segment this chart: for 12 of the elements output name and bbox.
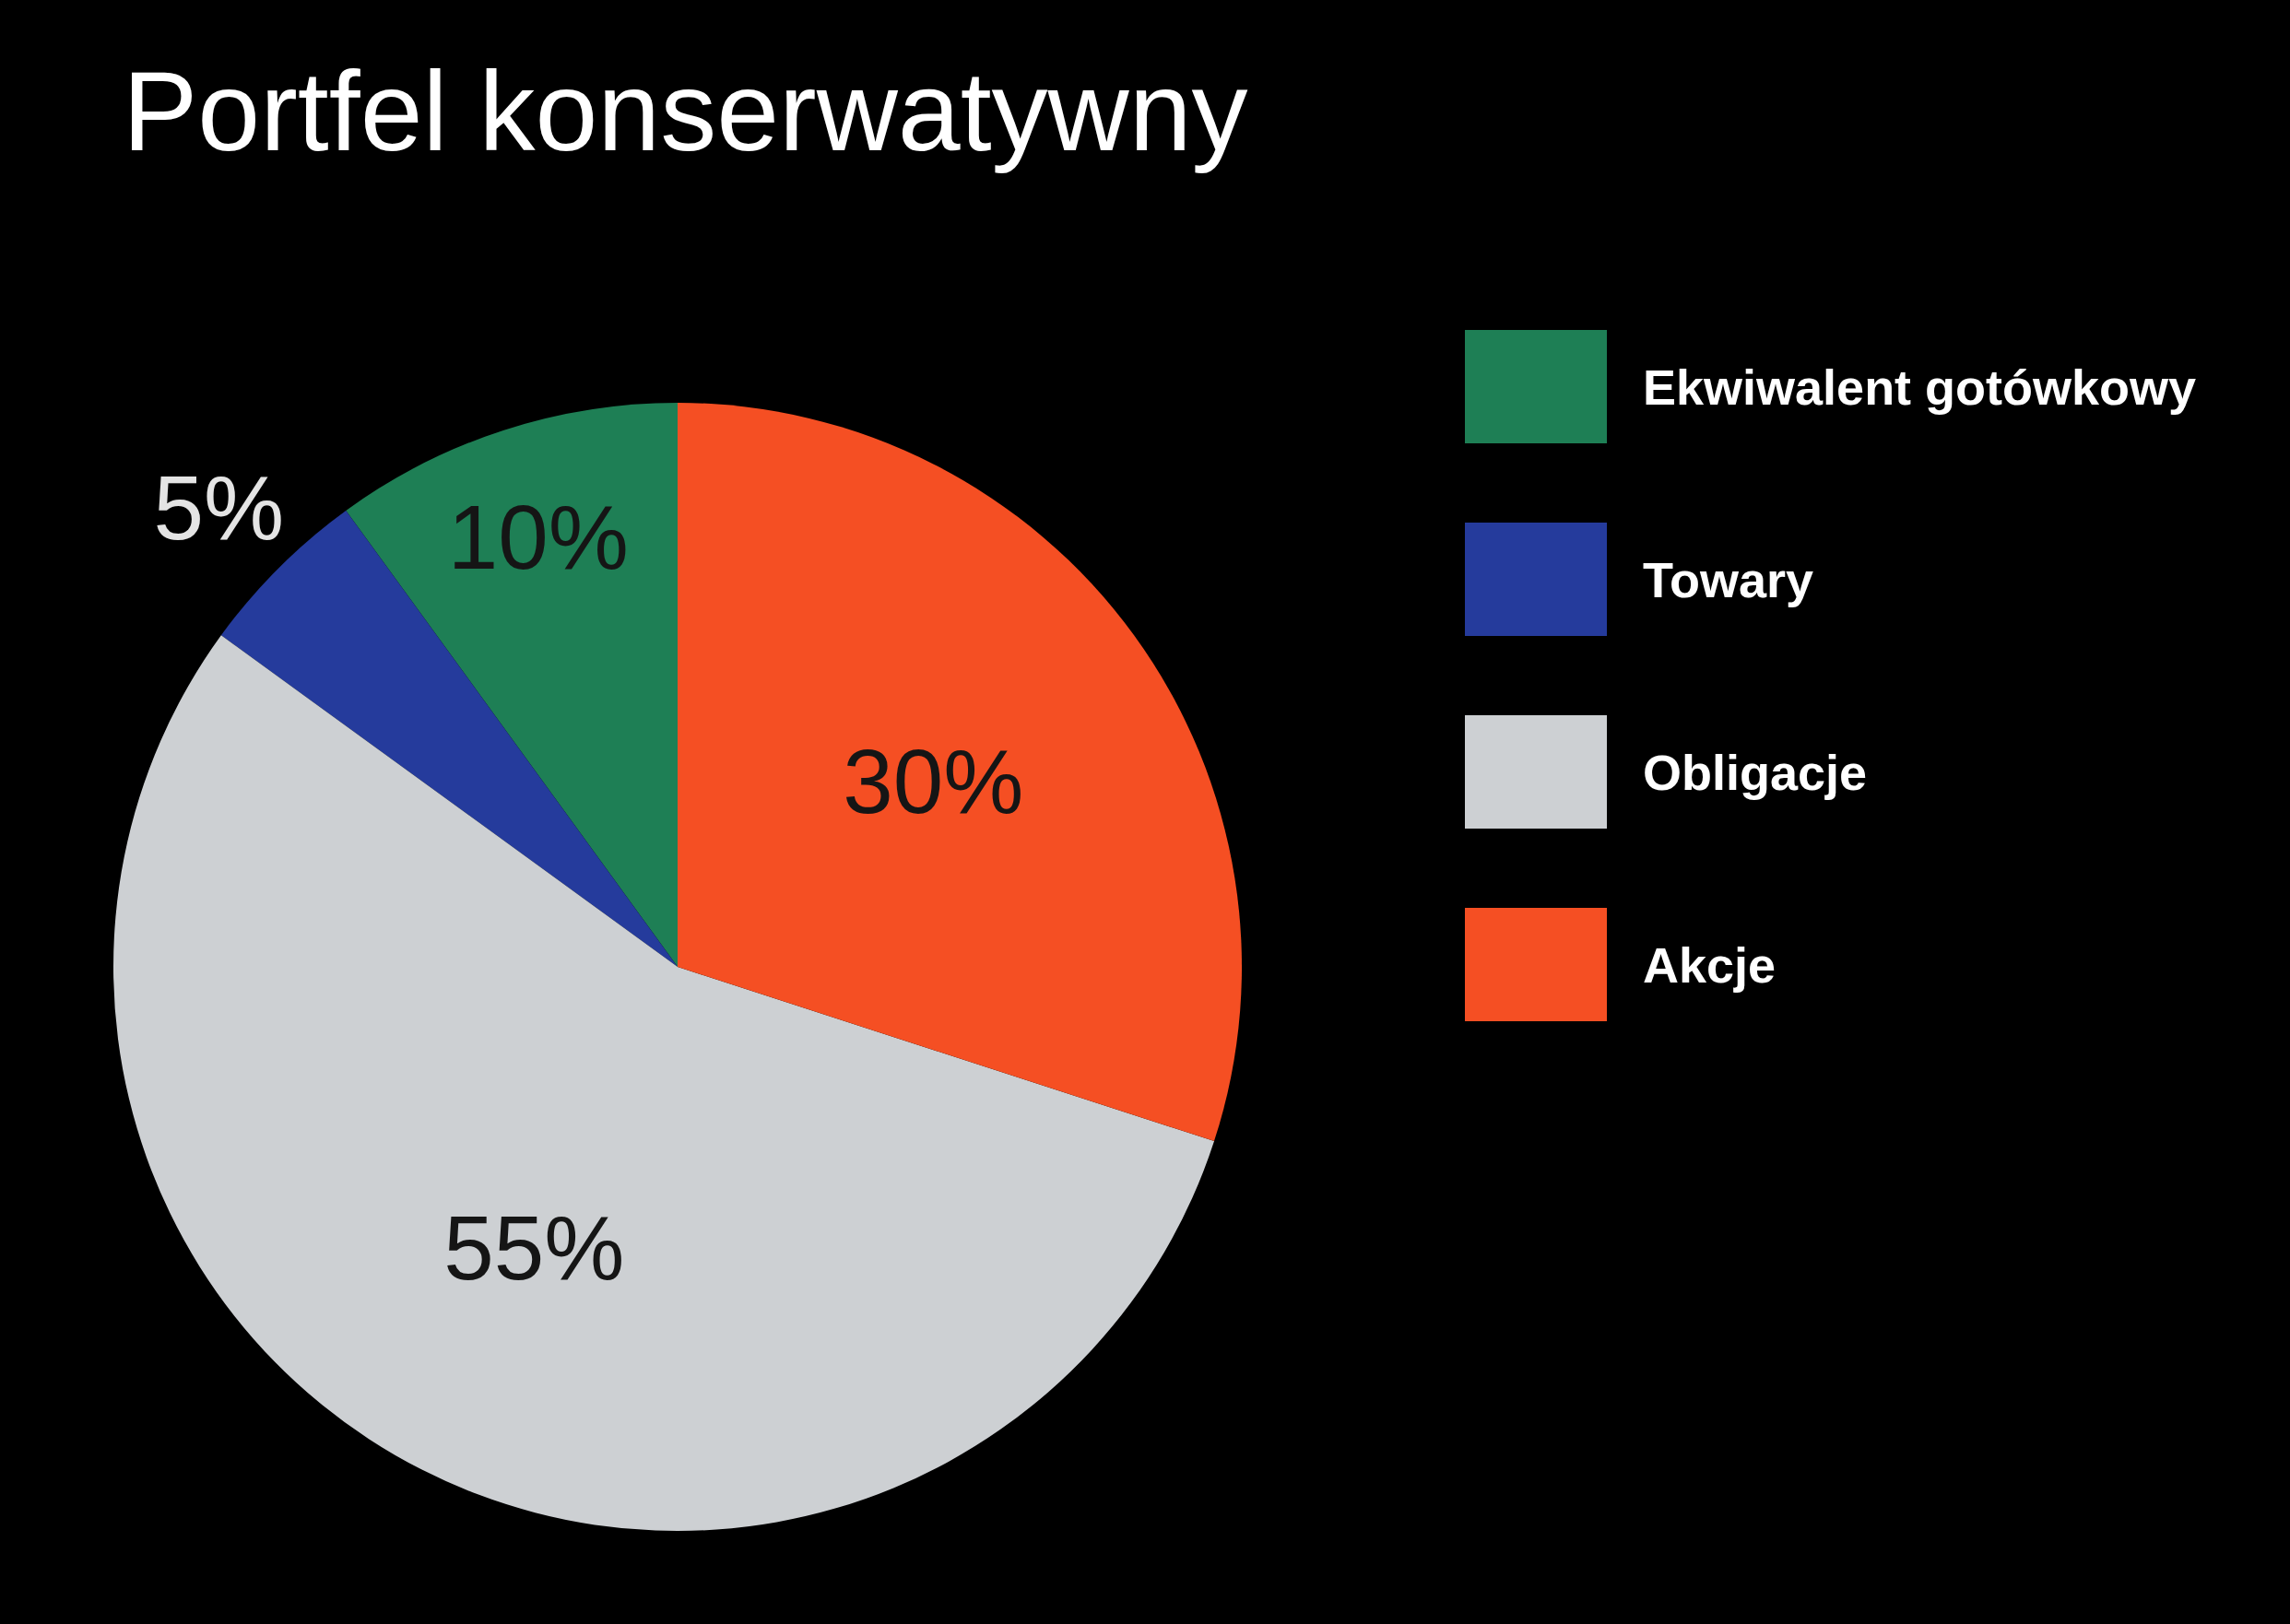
- data-label: 5%: [153, 457, 285, 559]
- data-label: 55%: [443, 1197, 625, 1300]
- pie-slice: [678, 403, 1241, 1142]
- pie-slice: [346, 403, 678, 967]
- legend-label: Towary: [1643, 550, 1814, 608]
- legend-label: Ekwiwalent gotówkowy: [1643, 358, 2197, 416]
- legend-label: Akcje: [1643, 936, 1777, 994]
- chart-title: Portfel konserwatywny: [123, 48, 1248, 176]
- pie-slice: [113, 635, 1215, 1531]
- legend-label: Obligacje: [1643, 743, 1868, 801]
- data-label: 30%: [843, 730, 1024, 832]
- data-label: 10%: [447, 487, 629, 589]
